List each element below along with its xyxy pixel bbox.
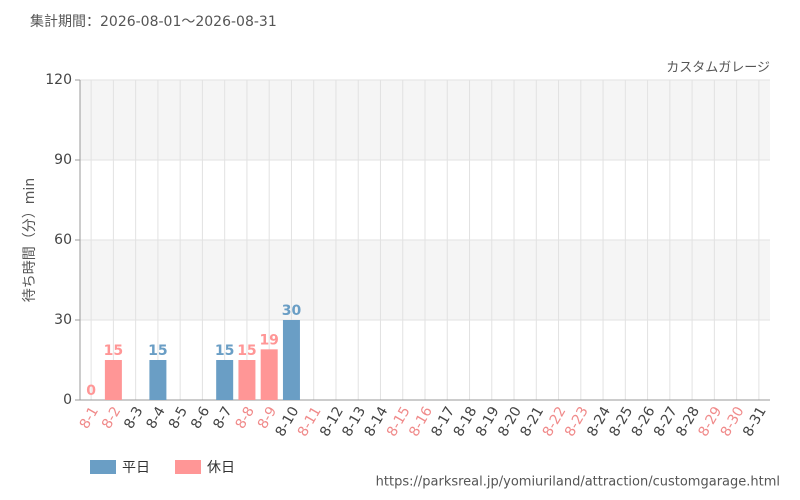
legend-label: 平日 [122, 460, 150, 476]
x-tick-label: 8-5 [166, 404, 191, 432]
value-label: 15 [148, 343, 167, 359]
legend-swatch [175, 460, 201, 474]
bar [216, 360, 234, 400]
value-label: 0 [86, 383, 96, 399]
x-tick-label: 8-3 [121, 404, 146, 432]
bar [104, 360, 122, 400]
y-axis-label: 待ち時間（分）min [22, 178, 38, 302]
value-label: 15 [215, 343, 234, 359]
value-label: 15 [237, 343, 256, 359]
y-tick-label: 120 [45, 72, 72, 88]
legend-swatch [90, 460, 116, 474]
subtitle: 集計期間：2026-08-01～2026-08-31 [30, 13, 277, 30]
y-tick-label: 30 [54, 312, 72, 328]
source-url: https://parksreal.jp/yomiuriland/attract… [376, 475, 780, 490]
y-tick-label: 60 [54, 232, 72, 248]
x-tick-label: 8-6 [188, 404, 213, 432]
y-tick-label: 90 [54, 152, 72, 168]
bar [260, 349, 278, 400]
value-label: 30 [282, 303, 302, 319]
x-tick-label: 8-31 [740, 404, 770, 440]
bar [149, 360, 167, 400]
x-tick-label: 8-1 [77, 404, 102, 432]
value-label: 15 [104, 343, 123, 359]
value-label: 19 [259, 332, 278, 348]
x-tick-label: 8-2 [99, 404, 124, 432]
bar [238, 360, 256, 400]
legend-label: 休日 [207, 460, 235, 476]
y-tick-label: 0 [63, 392, 72, 408]
bar [282, 320, 300, 400]
annotation: カスタムガレージ [666, 61, 770, 76]
x-tick-label: 8-8 [233, 404, 258, 432]
x-tick-label: 8-4 [144, 404, 169, 432]
x-tick-label: 8-7 [210, 404, 235, 432]
